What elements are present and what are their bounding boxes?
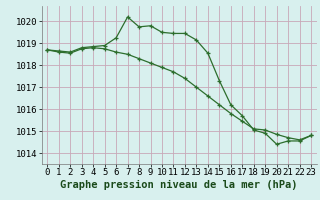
X-axis label: Graphe pression niveau de la mer (hPa): Graphe pression niveau de la mer (hPa) (60, 180, 298, 190)
